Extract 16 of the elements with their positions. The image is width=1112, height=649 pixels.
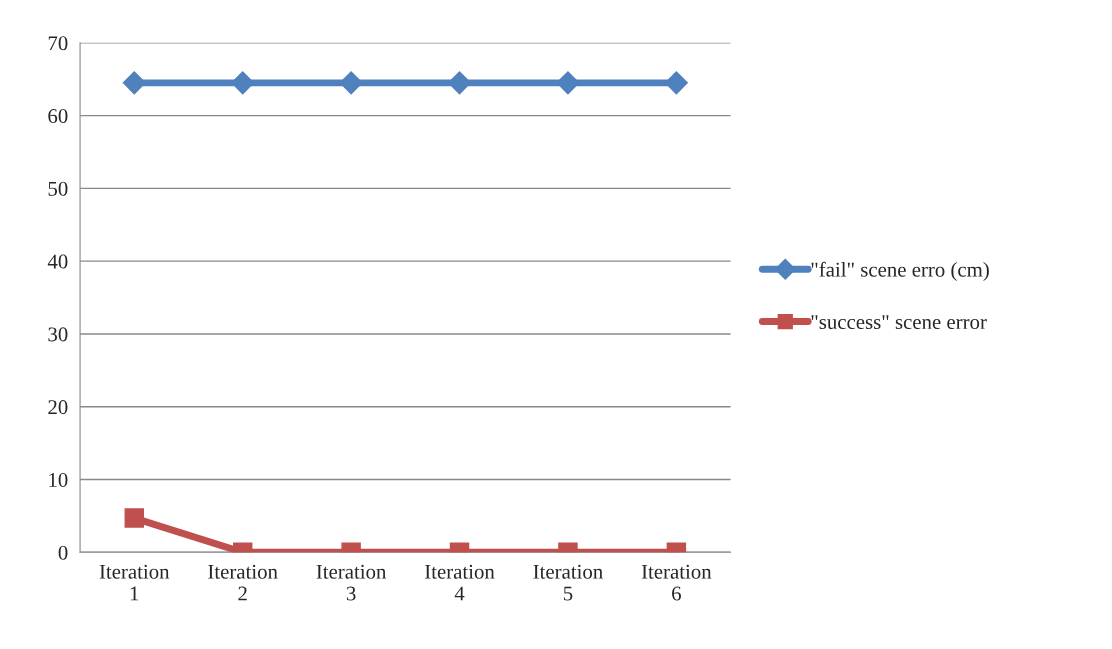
x-tick-label: Iteration 2 <box>208 564 278 601</box>
x-tick-label: Iteration 3 <box>316 564 387 601</box>
legend-label: "success" scene error <box>811 315 987 330</box>
x-tick-label: Iteration 1 <box>99 564 170 601</box>
y-tick-label: 0 <box>58 545 68 560</box>
legend-label: "fail" scene erro (cm) <box>811 261 989 281</box>
x-tick-label: Iteration 6 <box>641 564 712 601</box>
y-tick-label: 20 <box>48 400 68 415</box>
y-tick-label: 30 <box>48 327 68 342</box>
y-tick-label: 60 <box>48 108 68 124</box>
y-tick-label: 50 <box>48 181 68 196</box>
y-tick-label: 10 <box>49 472 68 487</box>
y-tick-label: 70 <box>48 36 68 51</box>
y-tick-label: 40 <box>47 254 68 269</box>
x-tick-label: Iteration 5 <box>533 564 603 601</box>
x-tick-label: Iteration 4 <box>425 564 495 601</box>
